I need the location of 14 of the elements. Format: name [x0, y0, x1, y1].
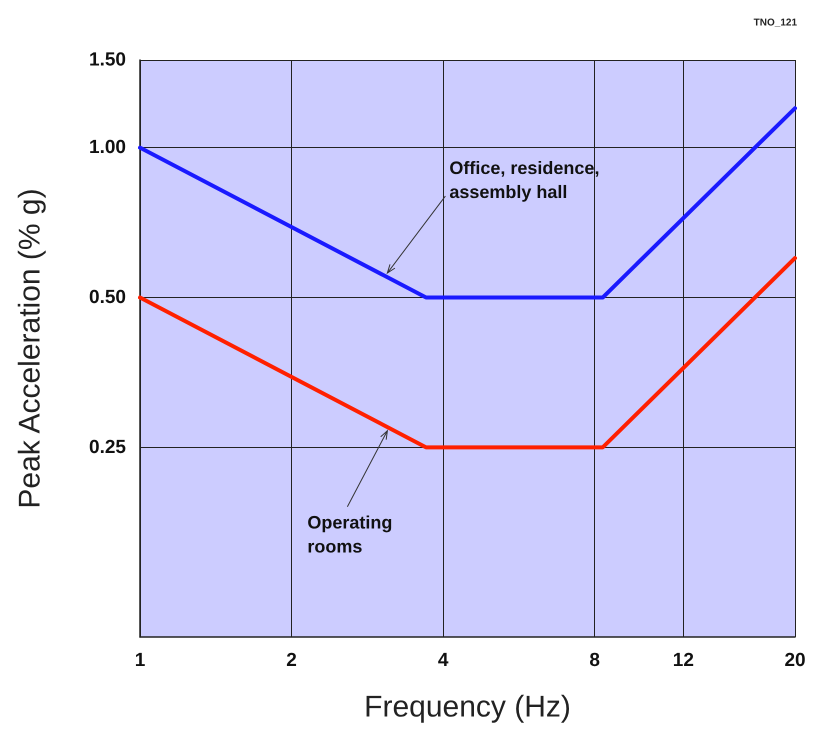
y-tick-label: 0.50 — [89, 287, 126, 308]
x-tick-label: 2 — [286, 650, 297, 671]
x-tick-label: 12 — [672, 650, 694, 671]
x-tick-label: 4 — [438, 650, 449, 671]
y-tick-label: 1.50 — [89, 50, 126, 70]
x-tick-label: 1 — [134, 650, 146, 671]
annotation: Operating rooms — [307, 512, 392, 557]
y-tick-label: 1.00 — [89, 137, 126, 158]
text: TNO_121 — [754, 18, 798, 28]
y-axis-title: Peak Acceleration (% g) — [14, 188, 46, 509]
y-tick-label: 0.25 — [89, 436, 126, 458]
x-tick-label: 20 — [784, 650, 806, 671]
x-tick-label: 8 — [589, 650, 600, 671]
x-axis-title: Frequency (Hz) — [364, 690, 571, 724]
